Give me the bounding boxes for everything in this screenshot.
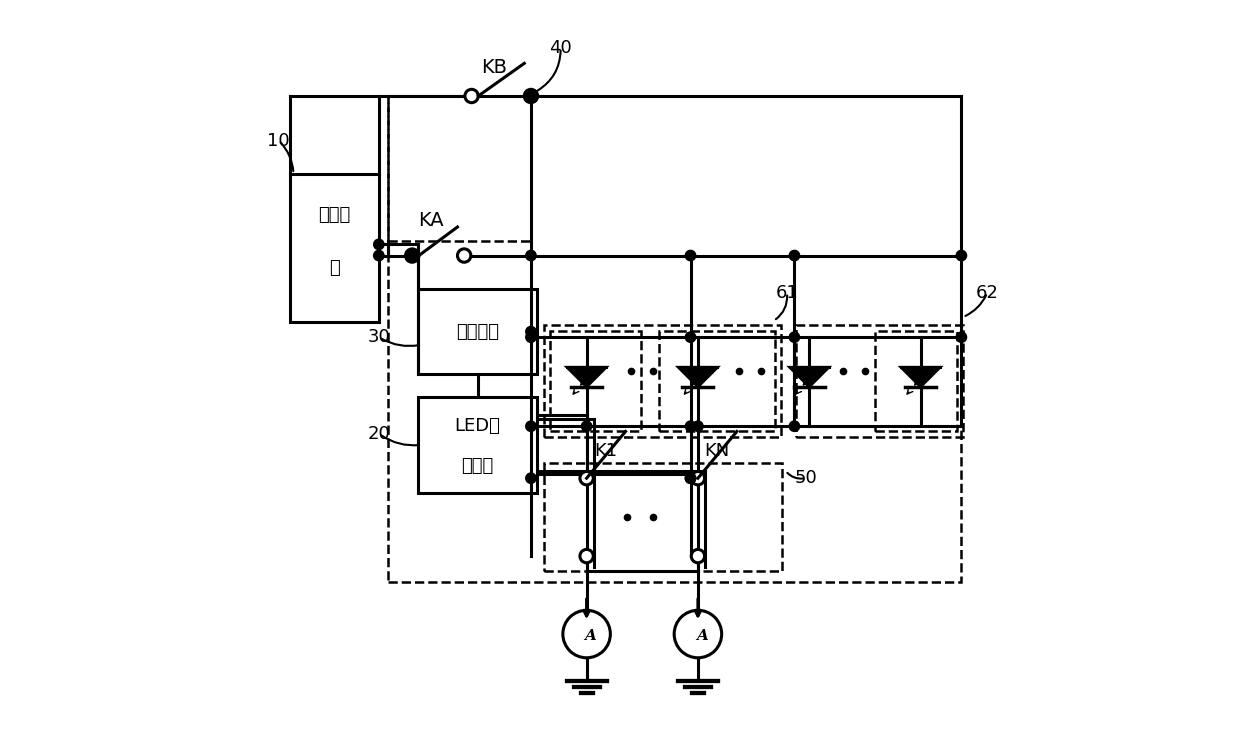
Circle shape	[686, 421, 696, 432]
Circle shape	[686, 473, 696, 483]
Circle shape	[693, 421, 703, 432]
Bar	[551, 330, 641, 432]
Bar	[418, 289, 537, 374]
Text: 50: 50	[794, 469, 817, 487]
Circle shape	[526, 250, 536, 261]
Text: A: A	[584, 629, 596, 643]
Text: 动模块: 动模块	[461, 457, 494, 475]
Circle shape	[580, 472, 593, 485]
Circle shape	[526, 473, 536, 483]
Text: KB: KB	[481, 58, 507, 77]
Text: 62: 62	[976, 284, 998, 302]
Text: KA: KA	[418, 211, 444, 230]
Text: 10: 10	[268, 132, 290, 150]
Text: 30: 30	[367, 328, 391, 346]
Polygon shape	[678, 367, 717, 386]
Circle shape	[526, 421, 536, 432]
Text: 61: 61	[775, 284, 799, 302]
Bar	[660, 330, 775, 432]
Text: KN: KN	[704, 442, 729, 460]
Bar	[796, 324, 962, 438]
Circle shape	[526, 91, 536, 101]
Circle shape	[686, 250, 696, 261]
Text: 20: 20	[367, 425, 391, 443]
Bar	[875, 330, 957, 432]
Circle shape	[956, 250, 966, 261]
Polygon shape	[568, 367, 606, 386]
Bar	[544, 463, 781, 571]
Circle shape	[580, 550, 593, 562]
Circle shape	[373, 250, 384, 261]
Circle shape	[691, 472, 704, 485]
Bar	[388, 96, 531, 240]
Circle shape	[373, 239, 384, 249]
Circle shape	[691, 550, 704, 562]
Circle shape	[686, 473, 696, 483]
Text: 驱动电: 驱动电	[319, 206, 351, 224]
Polygon shape	[790, 367, 828, 386]
Text: 40: 40	[549, 39, 572, 57]
Circle shape	[789, 421, 800, 432]
Text: K1: K1	[594, 442, 618, 460]
Text: LED驱: LED驱	[455, 417, 501, 435]
Text: 控制模块: 控制模块	[456, 323, 498, 341]
Circle shape	[789, 332, 800, 342]
Text: A: A	[696, 629, 708, 643]
Circle shape	[789, 250, 800, 261]
Circle shape	[956, 332, 966, 342]
Circle shape	[465, 89, 479, 103]
Circle shape	[686, 332, 696, 342]
Polygon shape	[901, 367, 940, 386]
Circle shape	[526, 332, 536, 342]
Bar	[388, 96, 961, 582]
Circle shape	[407, 250, 418, 261]
Circle shape	[525, 89, 538, 103]
Bar	[418, 397, 537, 493]
Circle shape	[582, 421, 591, 432]
Text: 源: 源	[329, 259, 340, 277]
Bar	[544, 324, 781, 438]
Bar	[290, 174, 378, 322]
Circle shape	[526, 327, 536, 337]
Circle shape	[563, 610, 610, 658]
Circle shape	[675, 610, 722, 658]
Circle shape	[458, 249, 471, 262]
Circle shape	[405, 249, 419, 262]
